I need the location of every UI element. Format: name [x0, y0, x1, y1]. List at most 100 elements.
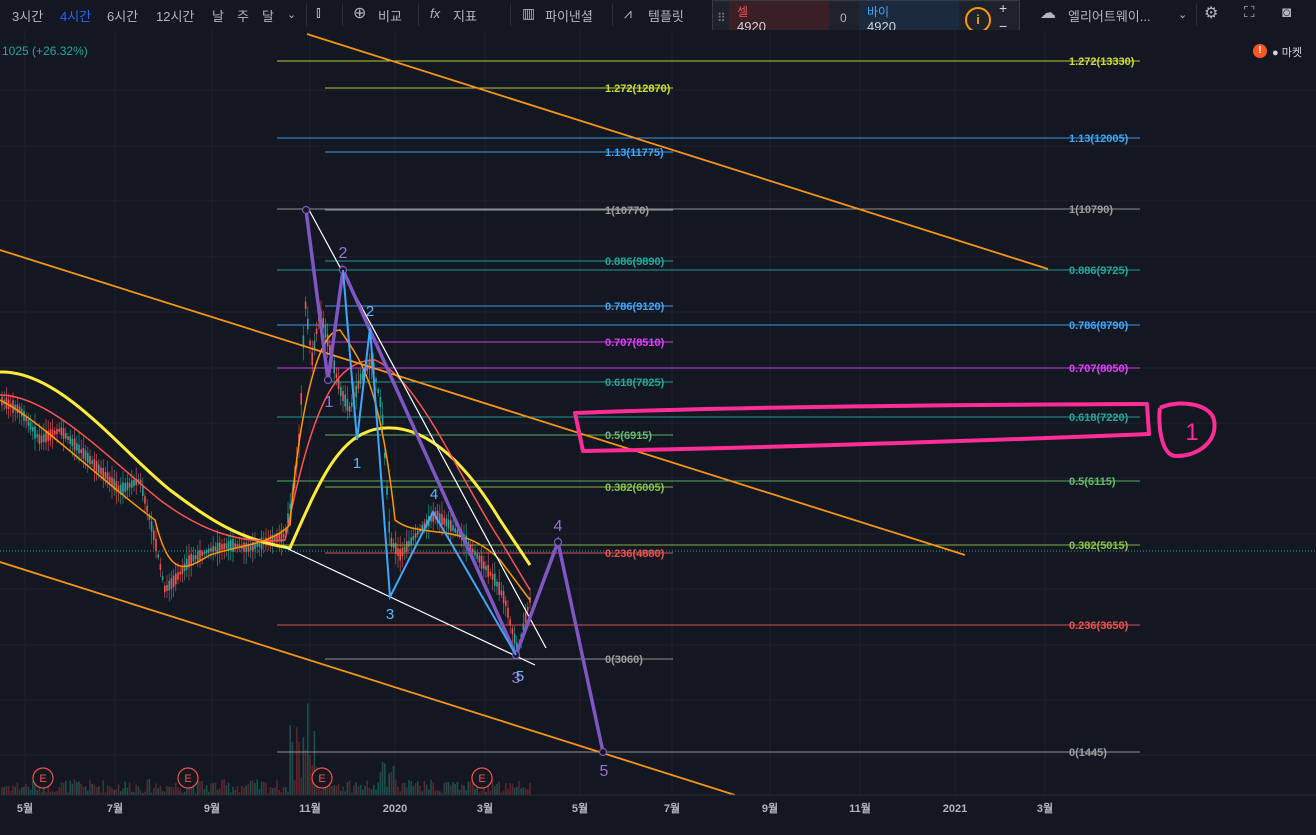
volume-bar: [54, 792, 56, 795]
candle-body: [472, 548, 474, 553]
cloud-icon[interactable]: ☁: [1040, 5, 1056, 22]
fib-left-label: 1(10770): [605, 205, 649, 217]
candle-body: [289, 503, 291, 510]
indicators-button[interactable]: 지표: [453, 9, 477, 24]
candle-body: [230, 539, 232, 551]
candle-body: [144, 496, 146, 504]
camera-icon[interactable]: ◙: [1282, 4, 1292, 21]
templates-icon[interactable]: ⩘: [624, 5, 632, 21]
candles-icon[interactable]: ⫾: [316, 4, 321, 21]
candle-body: [399, 548, 401, 561]
candle-body: [454, 528, 456, 533]
fullscreen-icon[interactable]: ⛶: [1244, 4, 1255, 21]
volume-bar: [359, 784, 362, 795]
volume-bar: [60, 782, 63, 795]
volume-bar: [115, 789, 118, 795]
volume-bar: [5, 786, 8, 795]
volume-bar: [258, 789, 261, 795]
volume-bar: [49, 791, 52, 795]
chevron-down-icon[interactable]: ⌄: [1178, 9, 1188, 21]
fx-icon[interactable]: fx: [430, 6, 441, 21]
candle-body: [135, 478, 137, 486]
drag-handle-icon[interactable]: ⠿: [717, 11, 726, 25]
wave-blue-label: 1: [353, 455, 361, 472]
volume-bar: [87, 790, 89, 795]
plus-circle-icon[interactable]: ⊕: [353, 5, 367, 22]
templates-button[interactable]: 템플릿: [648, 9, 684, 24]
candle-body: [342, 391, 344, 401]
volume-bar: [388, 773, 390, 795]
candle-body: [186, 558, 188, 570]
candle-body: [302, 335, 305, 348]
volume-bar: [399, 790, 401, 795]
candle-body: [304, 301, 307, 309]
layout-name-button[interactable]: 엘리어트웨이...: [1068, 9, 1151, 24]
volume-bar: [197, 779, 199, 795]
candle-body: [45, 431, 47, 443]
candle-body: [414, 533, 417, 538]
volume-bar: [170, 786, 173, 795]
financials-button[interactable]: 파이낸셜: [545, 9, 593, 24]
candle-body: [219, 542, 221, 553]
quantity-plus-button[interactable]: +: [999, 0, 1008, 16]
candle-body: [150, 521, 153, 532]
x-tick-label: 7월: [107, 801, 123, 815]
chevron-down-icon[interactable]: ⌄: [287, 9, 297, 21]
channel-top: [306, 33, 1049, 270]
volume-bar: [381, 762, 384, 795]
volume-bar: [441, 792, 443, 795]
candle-body: [285, 528, 287, 533]
compare-button[interactable]: 비교: [378, 9, 402, 24]
volume-bar: [487, 785, 489, 795]
interval-week[interactable]: 주: [237, 9, 249, 24]
candle-body: [326, 334, 329, 347]
financials-icon[interactable]: ▥: [522, 5, 536, 21]
candle-body: [524, 612, 527, 623]
volume-bar: [370, 789, 373, 795]
candle-body: [236, 543, 239, 549]
volume-bar: [241, 785, 243, 795]
volume-bar: [298, 741, 300, 795]
volume-bar: [458, 789, 461, 795]
candle-body: [258, 541, 261, 548]
candle-body: [278, 533, 280, 541]
volume-bar: [509, 783, 511, 795]
candle-body: [216, 542, 219, 554]
interval-month[interactable]: 달: [262, 9, 274, 24]
interval-4h[interactable]: 4시간: [60, 9, 92, 24]
volume-bar: [142, 792, 144, 795]
wave-blue-label: 5: [516, 668, 524, 685]
volume-bar: [313, 731, 316, 795]
volume-bar: [291, 741, 294, 795]
x-tick-label: 3월: [477, 801, 493, 815]
channel-mid: [0, 249, 966, 556]
alert-icon[interactable]: !: [1253, 44, 1267, 58]
volume-bar: [58, 787, 60, 795]
volume-bar: [219, 788, 221, 795]
candle-body: [221, 544, 223, 550]
volume-bar: [98, 786, 100, 795]
volume-bar: [230, 792, 232, 795]
interval-12h[interactable]: 12시간: [156, 9, 195, 24]
volume-bar: [366, 780, 368, 795]
quantity-minus-button[interactable]: −: [999, 18, 1008, 34]
candle-body: [155, 538, 157, 552]
volume-bar: [516, 786, 518, 795]
candle-body: [166, 584, 168, 592]
volume-bar: [265, 782, 267, 795]
volume-bar: [364, 785, 366, 795]
interval-6h[interactable]: 6시간: [107, 9, 139, 24]
volume-bar: [234, 789, 236, 795]
candle-body: [307, 318, 309, 330]
candlesticks: [1, 296, 531, 657]
volume-bar: [192, 786, 195, 795]
interval-3h[interactable]: 3시간: [12, 9, 44, 24]
candle-body: [78, 444, 80, 454]
candle-body: [432, 511, 434, 522]
candle-body: [122, 482, 124, 495]
gear-icon[interactable]: ⚙: [1204, 5, 1219, 22]
interval-day[interactable]: 날: [212, 9, 224, 24]
volume-bar: [150, 792, 153, 795]
wave-blue-label: 2: [366, 303, 374, 320]
